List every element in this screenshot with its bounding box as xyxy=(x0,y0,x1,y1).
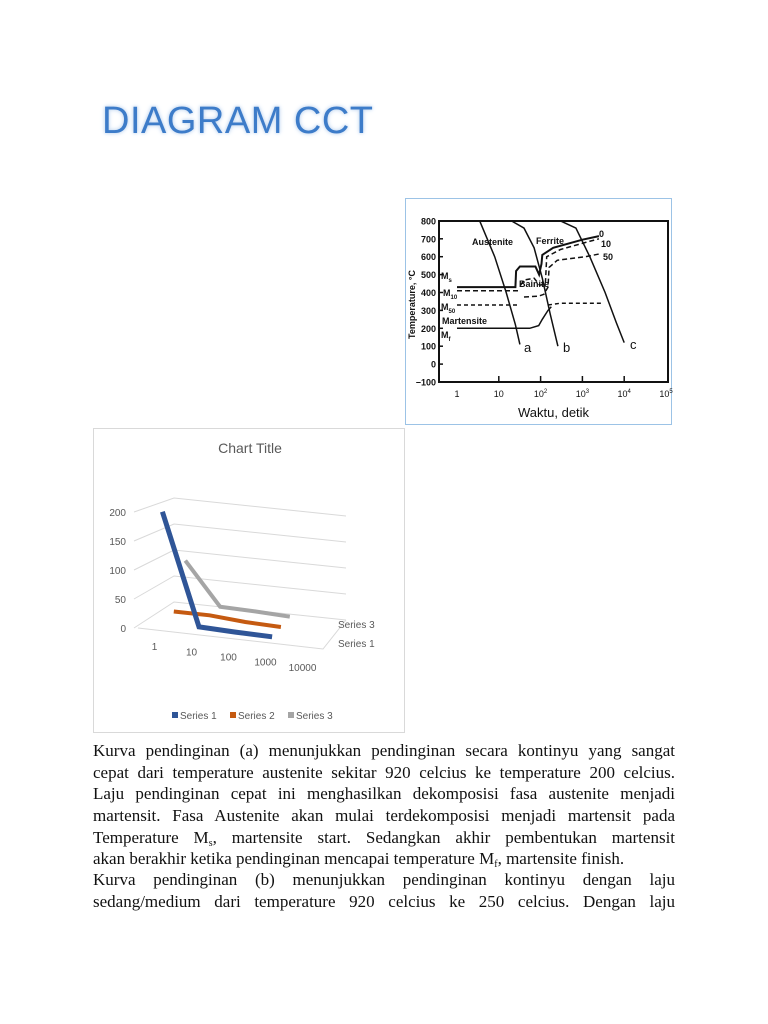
x-tick-label: 10 xyxy=(494,389,504,399)
y-tick-label: 100 xyxy=(421,342,436,352)
y-tick-label: 0 xyxy=(431,360,436,370)
cooling-curve-c xyxy=(560,220,625,343)
y-tick-label: 700 xyxy=(421,234,436,244)
cct-diagram-figure: 800 700 600 500 400 300 200 100 0 −100 1 10 102 103 1… xyxy=(405,198,673,425)
chart-series xyxy=(160,510,291,640)
label-ms: Ms xyxy=(441,271,453,284)
gridline xyxy=(133,601,347,629)
text-line: cepat dari temperature austenite sekitar… xyxy=(93,762,675,782)
legend-swatch xyxy=(172,712,178,718)
x-tick-label: 1000 xyxy=(254,658,277,669)
cct-y-axis-label: Temperature, °C xyxy=(407,270,417,339)
x-tick-label: 103 xyxy=(576,389,590,399)
y-tick-label: 800 xyxy=(421,216,436,226)
text-line: sedang/medium dari temperature 920 celci… xyxy=(93,891,675,911)
y-tick-label: −100 xyxy=(416,378,436,388)
legend-label: Series 2 xyxy=(238,711,275,722)
label-0: 0 xyxy=(599,229,604,239)
label-curve-c: c xyxy=(630,337,637,352)
depth-label-series-1: Series 1 xyxy=(338,639,375,650)
text-segment: Temperature M xyxy=(93,827,209,847)
text-line: Laju pendinginan cepat ini menghasilkan … xyxy=(93,784,675,804)
y-tick-label: 0 xyxy=(120,624,126,635)
x-tick-label: 105 xyxy=(659,389,673,399)
x-tick-label: 1 xyxy=(152,642,158,653)
y-tick-label: 300 xyxy=(421,306,436,316)
floor-edge xyxy=(137,619,347,650)
cct-x-ticks: 1 10 102 103 104 105 xyxy=(454,376,673,399)
y-tick-label: 600 xyxy=(421,252,436,262)
line-chart-3d: Chart Title 200 150 100 50 0 1 10 100 1000 10000… xyxy=(109,440,375,722)
gridline xyxy=(133,575,347,600)
m50-continuation xyxy=(547,302,603,306)
depth-label-series-3: Series 3 xyxy=(338,620,375,631)
cooling-curve-a xyxy=(479,220,521,345)
y-tick-label: 200 xyxy=(109,508,126,519)
subscript: f xyxy=(494,859,498,871)
chart-y-ticks: 200 150 100 50 0 xyxy=(109,508,126,635)
label-curve-a: a xyxy=(524,340,532,355)
y-tick-label: 500 xyxy=(421,270,436,280)
legend-swatch xyxy=(288,712,294,718)
y-tick-label: 150 xyxy=(109,537,126,548)
text-segment: , martensite finish. xyxy=(497,849,625,869)
text-line: Temperature Ms, martensite start. Sedang… xyxy=(93,827,675,849)
series-line-1 xyxy=(160,510,273,640)
subscript: s xyxy=(208,837,213,849)
legend-swatch xyxy=(230,712,236,718)
y-tick-label: 50 xyxy=(115,595,127,606)
label-10: 10 xyxy=(601,239,611,249)
chart-title: Chart Title xyxy=(218,440,282,456)
cct-curves xyxy=(438,220,669,383)
text-segment: , martensite start. Sedangkan akhir pemb… xyxy=(212,827,676,847)
x-tick-label: 10 xyxy=(186,647,198,658)
paragraph-curve-a: Kurva pendinginan (a) menunjukkan pendin… xyxy=(93,740,675,870)
martensite-finish-curve xyxy=(457,306,552,330)
text-line: Kurva pendinginan (b) menunjukkan pendin… xyxy=(93,870,675,889)
x-tick-label: 10000 xyxy=(289,663,317,674)
text-line: akan berakhir ketika pendinginan mencapa… xyxy=(93,848,675,870)
ten-percent-curve xyxy=(519,238,600,287)
gridline xyxy=(133,549,347,571)
series-line-2 xyxy=(173,609,282,629)
label-m10: M10 xyxy=(443,288,458,301)
label-ferrite: Ferrite xyxy=(536,236,564,246)
chart-legend: Series 1 Series 2 Series 3 xyxy=(172,711,333,722)
page-title: DIAGRAM CCT xyxy=(102,100,374,142)
legend-label: Series 3 xyxy=(296,711,333,722)
gridline xyxy=(133,523,347,543)
label-mf: Mf xyxy=(441,330,452,343)
chart-x-ticks: 1 10 100 1000 10000 xyxy=(152,642,317,674)
y-tick-label: 200 xyxy=(421,324,436,334)
label-austenite: Austenite xyxy=(472,237,513,247)
fifty-percent-curve xyxy=(523,253,600,298)
x-tick-label: 100 xyxy=(220,653,237,664)
label-bainite: Bainite xyxy=(519,279,549,289)
legend-label: Series 1 xyxy=(180,711,217,722)
series-line-3 xyxy=(183,559,291,619)
cct-x-axis-label: Waktu, detik xyxy=(518,405,590,420)
label-50: 50 xyxy=(603,252,613,262)
transformation-start-curve xyxy=(457,235,600,289)
chart-gridlines xyxy=(133,497,347,650)
excel-chart[interactable]: Chart Title 200 150 100 50 0 1 10 100 1000 10000… xyxy=(93,428,405,733)
x-tick-label: 1 xyxy=(454,389,459,399)
x-tick-label: 104 xyxy=(618,389,632,399)
text-line: Kurva pendinginan (a) menunjukkan pendin… xyxy=(93,741,675,760)
label-m50: M50 xyxy=(441,302,456,315)
text-segment: akan berakhir ketika pendinginan mencapa… xyxy=(93,849,495,869)
gridline xyxy=(133,497,347,517)
label-martensite: Martensite xyxy=(442,316,487,326)
paragraph-curve-b: Kurva pendinginan (b) menunjukkan pendin… xyxy=(93,869,675,912)
text-line: martensit. Fasa Austenite akan mulai ter… xyxy=(93,806,675,826)
label-curve-b: b xyxy=(563,340,570,355)
y-tick-label: 400 xyxy=(421,288,436,298)
plot-frame xyxy=(438,220,669,383)
x-tick-label: 102 xyxy=(534,389,548,399)
y-tick-label: 100 xyxy=(109,566,126,577)
cooling-curve-b xyxy=(511,220,559,347)
